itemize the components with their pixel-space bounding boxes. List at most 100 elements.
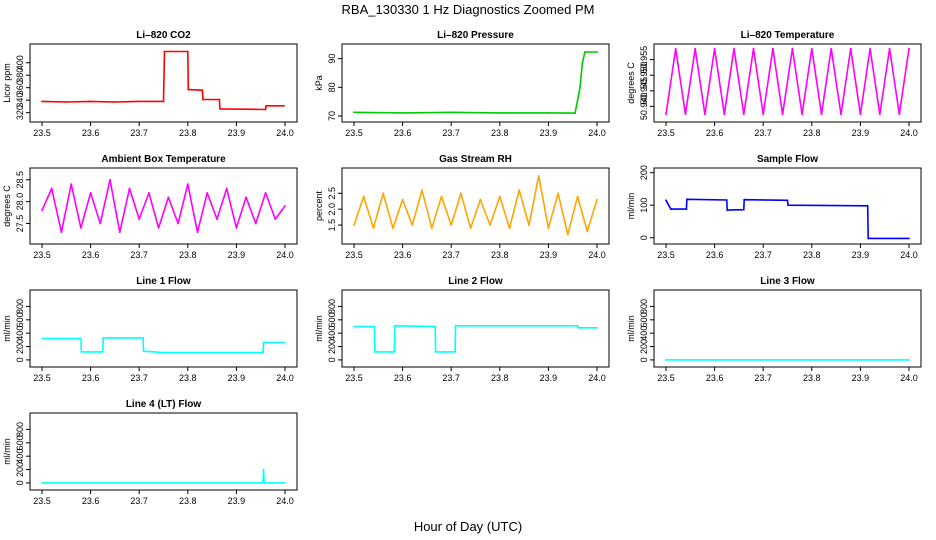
data-point [742,113,745,116]
x-tick-label: 23.7 [442,128,460,138]
x-tick-label: 23.6 [82,250,100,260]
y-axis-label: ml/min [2,315,12,342]
data-point [89,191,92,194]
data-point [440,195,443,198]
data-point [674,47,677,50]
x-tick-label: 23.7 [442,250,460,260]
x-tick-label: 23.5 [657,250,675,260]
series-line [41,50,284,111]
series-line [354,324,597,353]
data-point [498,195,501,198]
y-axis-label: ml/min [626,193,636,220]
series-line [41,179,286,233]
x-tick-label: 23.5 [33,496,51,506]
data-point [566,233,569,236]
x-tick-label: 23.7 [754,250,772,260]
chart-panel: Line 3 Flow ml/min 23.5 23.6 23.7 23.8 23.9 24.… [626,276,922,383]
panel-frame [653,167,922,245]
data-point [41,209,43,212]
data-point [888,47,891,50]
y-tick-label: 28.0 [15,193,25,211]
y-tick-label: 600 [327,312,337,327]
series-line [42,337,285,354]
data-point [50,187,53,190]
data-point [576,324,579,327]
y-tick-label: 2.5 [327,187,337,200]
data-point [518,189,521,192]
panel-title: Li–820 Temperature [741,30,835,41]
chart-panel: Line 4 (LT) Flow ml/min 23.5 23.6 23.7 23.8 23… [2,399,298,506]
data-point [148,191,150,194]
data-point [434,350,437,353]
x-tick-label: 23.5 [33,250,51,260]
data-point [60,231,63,234]
data-point [391,227,394,230]
panel-grid: Li–820 CO2 Licor ppm 23.5 23.6 23.7 23.8 23.9 2… [2,30,922,506]
data-point [218,98,221,101]
data-point [596,326,598,329]
data-point [265,104,267,107]
x-tick-label: 23.8 [491,250,509,260]
data-point [586,230,589,233]
data-point [362,195,365,198]
x-tick-label: 23.9 [228,373,246,383]
data-point [665,359,667,361]
x-tick-label: 23.6 [706,250,724,260]
y-tick-label: 50.940 [639,93,649,121]
data-point [669,208,672,210]
panel-frame [341,43,610,123]
y-axis-label: ml/min [626,315,636,342]
data-point [489,224,491,226]
figure-x-axis-label: Hour of Day (UTC) [414,519,522,534]
data-point [274,218,277,221]
y-tick-label: 340 [15,93,25,108]
y-tick-label: 0 [327,357,337,362]
data-point [577,326,579,329]
x-tick-label: 24.0 [900,373,918,383]
y-tick-label: 200 [15,462,25,477]
x-tick-label: 24.0 [588,250,606,260]
x-tick-label: 23.6 [706,128,724,138]
y-tick-label: 70 [327,111,337,121]
y-tick-label: 28.5 [15,171,25,189]
x-tick-label: 23.6 [82,128,100,138]
data-point [684,113,687,116]
y-tick-label: 90 [327,54,337,64]
data-point [725,199,728,201]
data-point [80,350,83,353]
x-tick-label: 23.8 [491,373,509,383]
panel-frame [341,167,610,245]
data-point [353,111,355,114]
x-tick-label: 23.5 [345,373,363,383]
data-point [733,47,735,50]
x-tick-label: 23.8 [179,496,197,506]
x-tick-label: 23.5 [33,128,51,138]
y-tick-label: 400 [639,326,649,341]
y-axis-label: percent [314,190,324,221]
data-point [685,198,688,201]
data-point [235,226,238,229]
y-tick-label: 360 [15,80,25,95]
data-point [713,47,716,50]
y-tick-label: 50.950 [639,61,649,89]
data-point [138,100,141,103]
y-tick-label: 200 [327,339,337,354]
y-tick-label: 0 [15,357,25,362]
data-point [163,50,166,53]
panel-frame [29,289,298,368]
chart-panel: Li–820 Pressure kPa 23.5 23.6 23.7 23.8 23.9 24… [314,30,610,138]
data-point [206,191,209,194]
data-point [128,187,131,190]
x-tick-label: 23.5 [345,128,363,138]
chart-panel: Line 1 Flow ml/min 23.5 23.6 23.7 23.8 23.9 24.… [2,276,298,383]
data-point [283,104,285,107]
data-point [353,224,355,226]
data-point [157,226,160,229]
data-point [786,199,789,202]
data-point [867,237,870,240]
data-point [186,183,189,186]
data-point [284,482,286,484]
data-point [801,113,803,116]
data-point [373,325,376,328]
data-point [65,101,68,103]
